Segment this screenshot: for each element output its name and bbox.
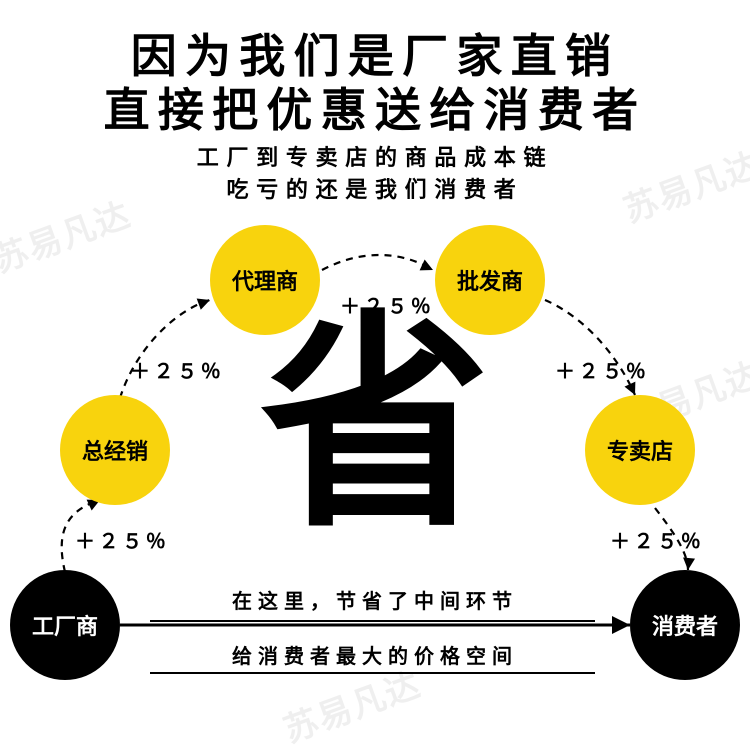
markup-3: ＋２５％: [555, 355, 649, 384]
markup-0: ＋２５％: [75, 525, 169, 554]
subhead-line-1: 工厂到专卖店的商品成本链: [0, 140, 750, 172]
node-distributor: 总经销: [60, 395, 170, 505]
node-store: 专卖店: [585, 395, 695, 505]
markup-1: ＋２５％: [130, 355, 224, 384]
center-character: 省: [260, 310, 490, 540]
caption-line-1: 在这里，节省了中间环节: [0, 585, 750, 614]
headline-line-2: 直接把优惠送给消费者: [0, 74, 750, 140]
caption-line-2: 给消费者最大的价格空间: [0, 640, 750, 669]
stage: 苏易凡达 苏易凡达 苏易凡达 苏易凡达 因为我们是厂家直销 直接把优惠送给消费者…: [0, 0, 750, 721]
subhead-line-2: 吃亏的还是我们消费者: [0, 172, 750, 204]
separator: [150, 672, 595, 674]
markup-4: ＋２５％: [610, 525, 704, 554]
markup-2: ＋２５％: [340, 290, 434, 319]
node-agent: 代理商: [210, 225, 320, 335]
node-wholesaler: 批发商: [435, 225, 545, 335]
separator: [150, 620, 595, 622]
